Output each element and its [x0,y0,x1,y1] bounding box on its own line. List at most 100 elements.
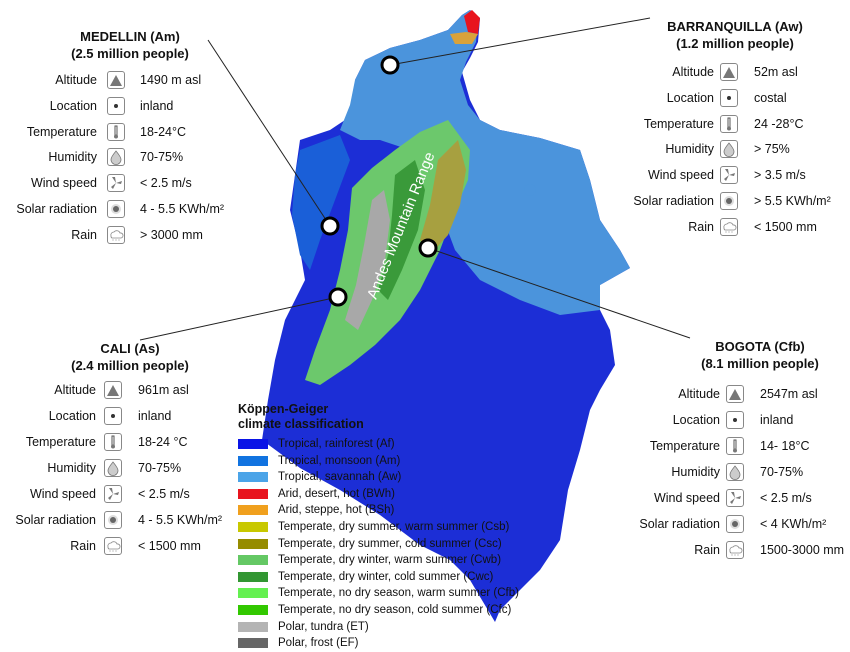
city-marker-barranquilla[interactable] [380,55,400,75]
info-row-altitude: Altitude 52m asl [614,62,850,86]
city-marker-bogota[interactable] [418,238,438,258]
attribute-label: Location [672,413,720,427]
legend-label: Polar, frost (EF) [278,637,359,650]
info-row-location: Location inland [620,410,850,434]
attribute-value: < 1500 mm [754,219,817,234]
legend-swatch [238,538,268,549]
info-row-altitude: Altitude 1490 m asl [0,70,340,94]
attribute-value: inland [138,409,172,423]
attribute-label: Altitude [672,65,714,79]
attribute-value: > 3.5 m/s [754,168,806,183]
region-andes-central-green [378,160,425,300]
solar-radiation-icon [720,192,738,210]
city-marker-medellin[interactable] [320,216,340,236]
city-marker-cali[interactable] [328,287,348,307]
attribute-value: < 2.5 m/s [138,487,190,501]
info-row-altitude: Altitude 961m asl [0,380,340,404]
legend-label: Temperate, no dry season, warm summer (C… [278,587,519,600]
attribute-value: 18-24°C [140,124,186,139]
legend-label: Temperate, no dry season, cold summer (C… [278,603,512,616]
info-row-rain: Rain < 1500 mm [614,217,850,241]
legend-label: Temperate, dry winter, warm summer (Cwb) [278,554,502,567]
connector-medellin [207,39,331,227]
info-row-solar-radiation: Solar radiation < 4 KWh/m² [620,514,850,538]
attribute-label: Wind speed [30,176,97,191]
attribute-value: 18-24 °C [138,435,188,449]
info-row-solar-radiation: Solar radiation > 5.5 KWh/m² [614,191,850,215]
wind-fan-icon [107,174,125,193]
legend-label: Arid, desert, hot (BWh) [278,487,395,500]
legend-label: Temperate, dry summer, warm summer (Csb) [278,520,510,533]
mountain-icon [720,63,738,81]
attribute-label: Solar radiation [15,513,96,527]
attribute-label: Location [666,90,714,105]
location-dot-icon [104,407,122,425]
attribute-label: Rain [71,227,97,242]
attribute-value: 52m asl [754,65,798,79]
attribute-value: 1500-3000 mm [760,543,845,557]
attribute-value: 2547m asl [760,387,818,401]
info-row-temperature: Temperature 18-24 °C [0,432,340,456]
region-tropical-savannah [340,10,630,315]
region-andes-cordillera-east [420,140,466,255]
rain-cloud-icon [720,217,738,236]
attribute-value: costal [754,90,787,105]
attribute-label: Temperature [25,435,96,449]
attribute-value: < 1500 mm [138,539,201,553]
region-arid-steppe [450,32,478,44]
legend-swatch [238,455,268,466]
region-arid-desert [464,10,480,34]
legend-item: Polar, tundra (ET) [238,619,558,636]
attribute-value: > 75% [754,142,790,157]
attribute-label: Humidity [671,465,720,479]
attribute-value: inland [760,413,794,427]
connector-bogota [427,247,691,339]
attribute-label: Location [48,409,96,423]
attribute-value: 24 -28°C [754,116,804,131]
legend-item: Temperate, dry summer, cold summer (Csc) [238,536,558,553]
info-row-wind-speed: Wind speed < 2.5 m/s [0,173,340,197]
attribute-label: Solar radiation [639,517,720,531]
mountain-icon [107,71,125,89]
attribute-value: 4 - 5.5 KWh/m² [140,202,225,216]
thermometer-icon [726,437,744,455]
legend-item: Tropical, savannah (Aw) [238,469,558,486]
humidity-drop-icon [107,148,125,167]
attribute-label: Temperature [26,124,97,139]
location-dot-icon [726,411,744,429]
legend-item: Tropical, monsoon (Am) [238,453,558,470]
location-dot-icon [720,88,738,107]
solar-radiation-icon [726,515,744,533]
info-row-temperature: Temperature 18-24°C [0,122,340,146]
legend-label: Temperate, dry winter, cold summer (Cwc) [278,570,494,583]
attribute-label: Humidity [47,461,96,475]
info-row-wind-speed: Wind speed < 2.5 m/s [0,484,340,508]
info-row-temperature: Temperature 14- 18°C [620,436,850,460]
legend-swatch [238,488,268,499]
koppen-legend: Köppen-Geiger climate classification Tro… [238,402,558,652]
legend-item: Temperate, no dry season, warm summer (C… [238,585,558,602]
legend-item: Arid, steppe, hot (BSh) [238,502,558,519]
city-title-cali: CALI (As) (2.4 million people) [71,341,189,373]
info-row-altitude: Altitude 2547m asl [620,384,850,408]
legend-label: Tropical, monsoon (Am) [278,454,401,467]
connector-barranquilla [389,17,651,66]
thermometer-icon [720,114,738,133]
attribute-value: 70-75% [138,461,182,475]
attribute-value: 4 - 5.5 KWh/m² [138,513,223,527]
legend-title-line1: Köppen-Geiger [238,402,329,416]
legend-item: Polar, frost (EF) [238,635,558,652]
legend-item: Arid, desert, hot (BWh) [238,486,558,503]
info-row-humidity: Humidity 70-75% [0,458,340,482]
wind-fan-icon [720,166,738,185]
attribute-label: Temperature [649,439,720,453]
legend-label: Tropical, savannah (Aw) [278,471,402,484]
humidity-drop-icon [720,140,738,159]
thermometer-icon [104,433,122,451]
attribute-label: Humidity [665,142,714,157]
legend-item: Tropical, rainforest (Af) [238,436,558,453]
attribute-value: 70-75% [140,150,184,165]
attribute-value: 14- 18°C [760,439,810,453]
legend-item: Temperate, dry winter, cold summer (Cwc) [238,569,558,586]
info-row-humidity: Humidity > 75% [614,139,850,163]
